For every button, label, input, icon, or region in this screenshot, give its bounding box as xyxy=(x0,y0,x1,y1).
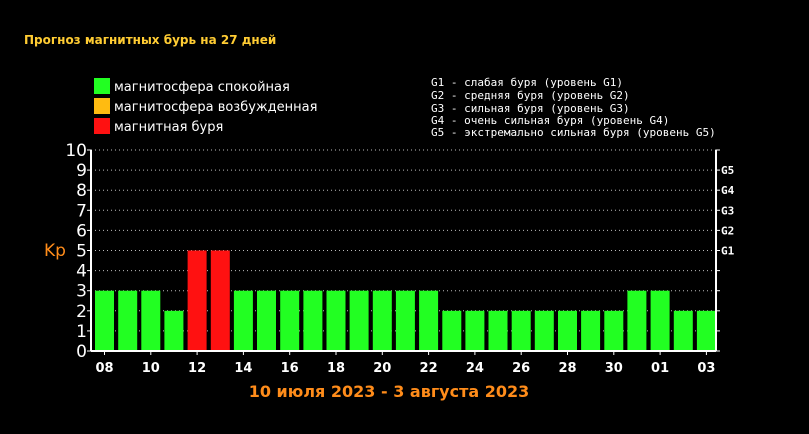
bar-30 xyxy=(604,310,624,351)
x-tick-label: 22 xyxy=(420,361,438,376)
y-tick-label: 2 xyxy=(76,302,87,322)
y-tick-label: 8 xyxy=(76,181,87,201)
bar-16 xyxy=(280,290,300,351)
bar-01 xyxy=(650,290,670,351)
bar-26 xyxy=(511,310,531,351)
y-axis-label: Kp xyxy=(44,241,66,261)
x-tick-label: 26 xyxy=(512,361,530,376)
bar-29 xyxy=(581,310,601,351)
chart-title: Прогноз магнитных бурь на 27 дней xyxy=(24,33,276,47)
x-tick-label: 28 xyxy=(558,361,576,376)
x-tick-label: 03 xyxy=(697,361,715,376)
storm-level-g1: G1 - слабая буря (уровень G1) xyxy=(431,76,623,89)
g-tick-label: G5 xyxy=(721,164,734,177)
bar-21 xyxy=(395,290,415,351)
legend-swatch-calm xyxy=(94,78,110,94)
bar-14 xyxy=(233,290,253,351)
bar-09 xyxy=(118,290,138,351)
bar-27 xyxy=(534,310,554,351)
bar-08 xyxy=(95,290,114,351)
bar-12 xyxy=(187,250,207,351)
x-tick-label: 12 xyxy=(188,361,206,376)
x-tick-label: 01 xyxy=(651,361,669,376)
legend-swatch-active xyxy=(94,98,110,114)
bar-31 xyxy=(627,290,647,351)
y-tick-label: 4 xyxy=(76,262,87,282)
bar-28 xyxy=(558,310,577,351)
x-tick-label: 20 xyxy=(373,361,391,376)
y-tick-label: 10 xyxy=(65,141,87,161)
legend-swatch-storm xyxy=(94,118,110,134)
x-tick-label: 18 xyxy=(327,361,345,376)
bar-25 xyxy=(488,310,508,351)
bar-11 xyxy=(164,310,184,351)
bar-24 xyxy=(465,310,485,351)
x-tick-label: 10 xyxy=(142,361,160,376)
y-tick-label: 6 xyxy=(76,221,87,241)
x-tick-label: 16 xyxy=(281,361,299,376)
y-tick-label: 0 xyxy=(76,342,87,362)
legend-label-active: магнитосфера возбужденная xyxy=(114,100,317,115)
x-tick-label: 14 xyxy=(234,361,252,376)
bar-13 xyxy=(210,250,230,351)
g-tick-label: G4 xyxy=(721,184,735,197)
storm-level-g3: G3 - сильная буря (уровень G3) xyxy=(431,102,630,115)
y-tick-label: 3 xyxy=(76,282,87,302)
bar-02 xyxy=(673,310,693,351)
legend-label-calm: магнитосфера спокойная xyxy=(114,80,290,95)
date-range-label: 10 июля 2023 - 3 августа 2023 xyxy=(249,382,530,401)
g-tick-label: G2 xyxy=(721,224,734,237)
x-tick-label: 24 xyxy=(466,361,484,376)
y-tick-label: 7 xyxy=(76,201,87,221)
x-tick-label: 30 xyxy=(605,361,623,376)
y-tick-label: 5 xyxy=(76,242,87,262)
legend: магнитосфера спокойная магнитосфера возб… xyxy=(94,78,317,135)
axes-group xyxy=(87,149,720,352)
storm-level-legend: G1 - слабая буря (уровень G1) G2 - средн… xyxy=(431,76,716,139)
bar-19 xyxy=(349,290,369,351)
storm-level-g2: G2 - средняя буря (уровень G2) xyxy=(431,89,630,102)
x-ticks: 08 10 12 14 16 18 20 22 24 26 28 30 01 03 xyxy=(95,351,715,376)
x-tick-label: 08 xyxy=(95,361,113,376)
bar-22 xyxy=(419,290,439,351)
bar-18 xyxy=(326,290,346,351)
g-tick-label: G1 xyxy=(721,245,735,258)
g-tick-label: G3 xyxy=(721,204,734,217)
y-tick-label: 1 xyxy=(76,322,87,342)
bar-15 xyxy=(257,290,276,351)
storm-level-g4: G4 - очень сильная буря (уровень G4) xyxy=(431,114,669,127)
bar-10 xyxy=(141,290,161,351)
bars-group xyxy=(95,250,716,351)
bar-20 xyxy=(372,290,392,351)
g-ticks: G1 G2 G3 G4 G5 xyxy=(721,164,735,257)
y-tick-label: 9 xyxy=(76,161,87,181)
bar-17 xyxy=(303,290,323,351)
storm-level-g5: G5 - экстремально сильная буря (уровень … xyxy=(431,126,716,139)
legend-label-storm: магнитная буря xyxy=(114,120,223,135)
bar-03 xyxy=(696,310,716,351)
bar-23 xyxy=(442,310,462,351)
